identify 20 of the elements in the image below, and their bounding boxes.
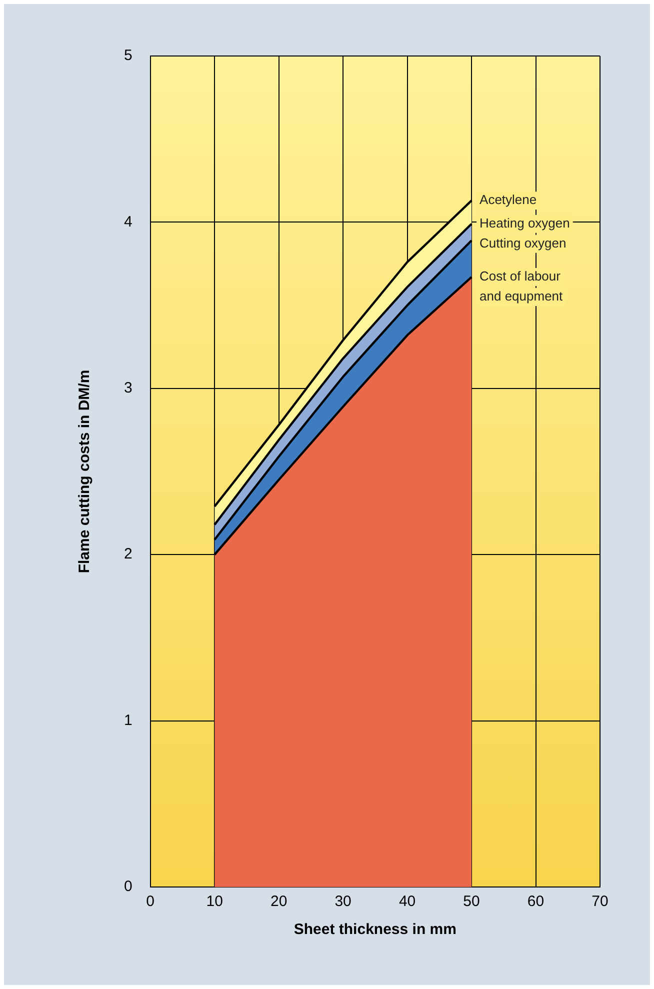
y-tick-label: 4 — [124, 213, 132, 230]
x-tick-label: 30 — [334, 893, 352, 910]
x-tick-label: 20 — [270, 893, 288, 910]
y-tick-label: 0 — [124, 878, 132, 896]
y-tick-label: 2 — [124, 546, 132, 563]
x-tick-label: 70 — [592, 893, 608, 910]
x-tick-label: 0 — [146, 893, 155, 910]
y-tick-label: 3 — [124, 380, 132, 397]
series-label: Acetylene — [480, 192, 537, 208]
y-axis-title: Flame cutting costs in DM/m — [76, 370, 94, 574]
x-tick-label: 60 — [527, 893, 544, 910]
x-axis-title: Sheet thickness in mm — [294, 921, 456, 938]
series-label: Cutting oxygen — [480, 235, 566, 250]
x-tick-label: 50 — [463, 893, 480, 910]
x-tick-label: 10 — [206, 893, 223, 910]
series-label: Heating oxygen — [480, 215, 570, 230]
x-tick-label: 40 — [398, 893, 416, 910]
series-label: Cost of labour and equpment — [480, 268, 564, 304]
y-tick-label: 5 — [124, 47, 132, 64]
y-tick-label: 1 — [124, 712, 132, 729]
